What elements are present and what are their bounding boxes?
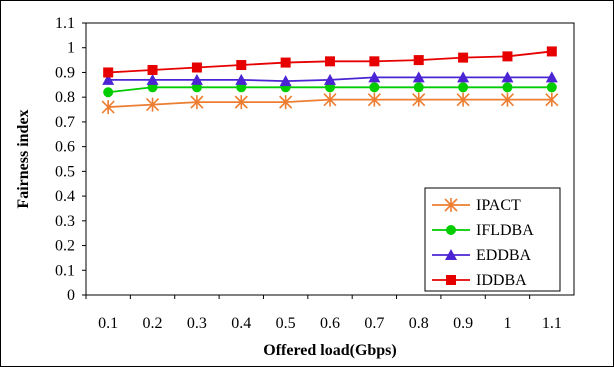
data-point-iddba bbox=[546, 46, 557, 57]
legend: IPACT IFLDBA EDDBA IDDBA bbox=[424, 187, 561, 292]
data-point-eddba bbox=[102, 73, 115, 85]
data-point-ipact bbox=[323, 92, 337, 107]
legend-marker-ifldba bbox=[446, 225, 456, 235]
legend-marker-ipact bbox=[444, 198, 458, 212]
x-axis-title: Offered load(Gbps) bbox=[263, 342, 396, 359]
series-layer bbox=[101, 46, 559, 115]
y-tick-label: 0.5 bbox=[55, 163, 75, 180]
series-iddba bbox=[103, 46, 557, 78]
data-point-iddba bbox=[413, 55, 424, 66]
legend-label-eddba: EDDBA bbox=[476, 247, 532, 264]
legend-label-ipact: IPACT bbox=[476, 197, 521, 214]
data-point-eddba bbox=[190, 73, 203, 85]
data-point-ipact bbox=[545, 92, 559, 107]
legend-label-iddba: IDDBA bbox=[476, 272, 527, 289]
data-point-ifldba bbox=[546, 82, 557, 93]
y-tick-label: 0 bbox=[67, 287, 75, 304]
data-point-eddba bbox=[368, 71, 381, 83]
data-point-iddba bbox=[280, 57, 291, 68]
data-point-eddba bbox=[412, 71, 425, 83]
data-point-eddba bbox=[501, 71, 514, 83]
series-ipact bbox=[101, 92, 559, 115]
y-tick-label: 0.1 bbox=[55, 262, 75, 279]
data-point-iddba bbox=[458, 52, 469, 63]
legend-item-ifldba: IFLDBA bbox=[432, 222, 534, 239]
legend-marker-iddba bbox=[446, 275, 456, 285]
data-point-ipact bbox=[279, 95, 293, 110]
x-tick-label: 1.1 bbox=[542, 315, 562, 332]
x-tick-label: 0.7 bbox=[364, 315, 384, 332]
y-tick-label: 0.4 bbox=[55, 188, 75, 205]
x-tick-label: 0.4 bbox=[231, 315, 251, 332]
y-tick-label: 0.6 bbox=[55, 139, 75, 156]
data-point-ipact bbox=[190, 95, 204, 110]
x-axis-ticks: 0.1 0.2 0.3 0.4 0.5 0.6 0.7 0.8 0.9 1 1.1 bbox=[85, 295, 562, 332]
y-tick-label: 0.2 bbox=[55, 238, 75, 255]
data-point-eddba bbox=[324, 73, 336, 85]
data-point-ipact bbox=[145, 97, 160, 112]
data-point-eddba bbox=[146, 73, 159, 85]
y-tick-label: 0.7 bbox=[55, 114, 75, 131]
data-point-iddba bbox=[369, 56, 380, 67]
data-point-ifldba bbox=[502, 82, 513, 93]
data-point-ipact bbox=[500, 92, 515, 107]
legend-item-iddba: IDDBA bbox=[432, 272, 527, 289]
data-point-ipact bbox=[456, 92, 470, 107]
legend-label-ifldba: IFLDBA bbox=[476, 222, 534, 239]
legend-marker-eddba bbox=[445, 249, 457, 260]
x-tick-label: 0.3 bbox=[187, 315, 207, 332]
x-tick-label: 0.9 bbox=[453, 315, 473, 332]
data-point-iddba bbox=[147, 64, 158, 75]
x-tick-label: 1 bbox=[503, 315, 511, 332]
data-point-iddba bbox=[502, 51, 513, 62]
data-point-eddba bbox=[457, 71, 470, 83]
legend-item-eddba: EDDBA bbox=[432, 247, 532, 264]
data-point-ipact bbox=[412, 92, 426, 107]
data-point-eddba bbox=[235, 73, 248, 85]
y-axis-title: Fairness index bbox=[15, 109, 32, 208]
y-tick-label: 1.1 bbox=[55, 15, 75, 32]
data-point-ifldba bbox=[369, 82, 380, 93]
legend-item-ipact: IPACT bbox=[432, 197, 521, 214]
x-tick-label: 0.8 bbox=[409, 315, 429, 332]
data-point-ifldba bbox=[103, 87, 114, 98]
y-tick-label: 1 bbox=[67, 40, 75, 57]
data-point-eddba bbox=[279, 75, 292, 87]
data-point-ipact bbox=[234, 95, 248, 110]
data-point-ipact bbox=[367, 92, 381, 107]
data-point-iddba bbox=[236, 60, 247, 71]
data-point-iddba bbox=[325, 56, 335, 67]
plot-area bbox=[85, 22, 575, 296]
y-tick-label: 0.3 bbox=[55, 213, 75, 230]
data-point-iddba bbox=[103, 67, 114, 78]
x-tick-label: 0.2 bbox=[143, 315, 163, 332]
data-point-eddba bbox=[545, 71, 558, 83]
data-point-ifldba bbox=[458, 82, 469, 93]
y-tick-label: 0.8 bbox=[55, 89, 75, 106]
x-tick-label: 0.5 bbox=[276, 315, 296, 332]
y-tick-label: 0.9 bbox=[55, 64, 75, 81]
data-point-ipact bbox=[101, 100, 115, 115]
y-axis-ticks: 0 0.1 0.2 0.3 0.4 0.5 0.6 0.7 0.8 0.9 1 1.1 bbox=[55, 15, 86, 304]
x-tick-label: 0.6 bbox=[320, 315, 340, 332]
x-tick-label: 0.1 bbox=[98, 315, 118, 332]
data-point-ifldba bbox=[413, 82, 424, 93]
data-point-iddba bbox=[191, 62, 202, 73]
series-eddba bbox=[102, 71, 558, 87]
